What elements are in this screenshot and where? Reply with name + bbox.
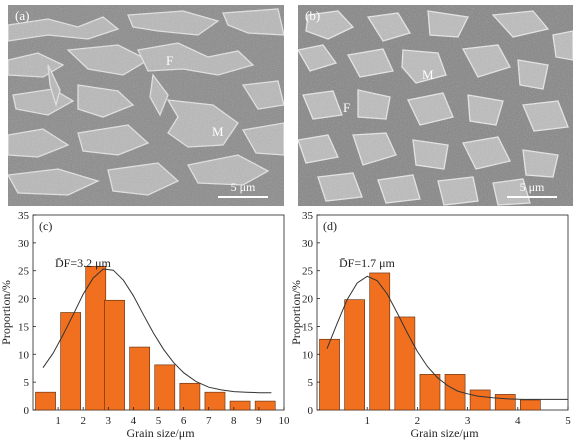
y-tick-label: 15 (302, 321, 314, 333)
histogram-bar (85, 265, 107, 411)
micrograph-b: (b) M F 5 μm (298, 5, 573, 206)
scale-bar-b: 5 μm (507, 180, 557, 198)
scale-bar-b-label: 5 μm (519, 180, 545, 194)
x-tick-label: 10 (279, 415, 291, 427)
histogram-bar (469, 389, 491, 411)
x-tick-label: 8 (231, 415, 237, 427)
histogram-d: 0 5 10 15 20 25 30 35 1 2 3 4 5 Grain size/μm Proporti… (289, 208, 581, 444)
scale-bar-b-line (507, 196, 557, 198)
histogram-bar (394, 316, 416, 411)
normal-fit-curve (326, 275, 568, 400)
micrograph-a: (a) F M 5 μm (8, 5, 284, 206)
panel-label: (c) (39, 219, 52, 233)
x-tick-label: 1 (364, 415, 370, 427)
x-axis-label: Grain size/μm (126, 426, 195, 440)
histogram-bar (179, 382, 201, 411)
y-tick-label: 5 (308, 377, 314, 389)
panel-label: (d) (323, 219, 337, 233)
x-tick-label: 4 (515, 415, 521, 427)
y-tick-label: 20 (302, 294, 314, 306)
y-tick-label: 10 (18, 349, 30, 361)
x-tick-label: 5 (565, 415, 571, 427)
histogram-bar (319, 338, 340, 411)
histogram-c: 0 5 10 15 20 25 30 35 1 2 3 4 5 6 7 8 9 10 Grain size/μm Pr… (0, 208, 290, 444)
y-axis-label: Proportion/% (0, 280, 13, 345)
y-tick-label: 20 (18, 294, 30, 306)
x-tick-label: 4 (131, 415, 137, 427)
histogram-bar (520, 399, 541, 411)
phase-label-martensite: M (212, 124, 224, 139)
histogram-bar (254, 400, 276, 411)
micrograph-a-label: (a) (15, 8, 30, 23)
y-tick-label: 0 (24, 405, 30, 417)
x-tick-label: 2 (80, 415, 86, 427)
scale-bar-a-label: 5 μm (230, 180, 256, 194)
histogram-bar (104, 299, 125, 411)
histogram-bar (204, 391, 226, 411)
phase-label-ferrite: F (166, 53, 174, 68)
y-tick-label: 0 (308, 405, 314, 417)
normal-fit-curve (42, 268, 272, 394)
y-tick-label: 35 (302, 210, 314, 222)
x-tick-label: 9 (256, 415, 262, 427)
x-tick-label: 3 (106, 415, 112, 427)
phase-label-martensite: M (422, 67, 434, 82)
y-axis-label: Proportion/% (289, 280, 303, 345)
y-tick-label: 15 (18, 321, 30, 333)
micrograph-a-texture (8, 5, 284, 206)
histogram-c-svg: 0 5 10 15 20 25 30 35 1 2 3 4 5 6 7 8 9 10 Grain size/μm Pr… (0, 210, 291, 440)
histogram-bar (35, 391, 56, 411)
plot-frame (316, 214, 569, 411)
histogram-bar (129, 346, 151, 411)
mean-size-annotation: D̄F=3.2 μm (55, 256, 112, 270)
y-tick-label: 35 (18, 210, 30, 222)
mean-size-annotation: D̄F=1.7 μm (339, 256, 396, 270)
histogram-bar (494, 394, 516, 411)
x-tick-label: 6 (181, 415, 187, 427)
histogram-bar (444, 374, 466, 411)
micrograph-b-texture (298, 5, 573, 206)
y-tick-label: 5 (24, 377, 30, 389)
histogram-d-svg: 0 5 10 15 20 25 30 35 1 2 3 4 5 Grain size/μm Proporti… (289, 210, 571, 440)
y-tick-label: 10 (302, 349, 314, 361)
histogram-bar (60, 312, 81, 411)
y-tick-label: 30 (18, 238, 30, 250)
x-axis-label: Grain size/μm (410, 426, 479, 440)
phase-label-ferrite: F (343, 100, 351, 115)
y-tick-label: 25 (18, 266, 30, 278)
histogram-bar (154, 364, 176, 411)
x-tick-label: 7 (206, 415, 212, 427)
x-tick-label: 2 (415, 415, 421, 427)
histogram-bar (229, 400, 251, 411)
x-tick-label: 1 (55, 415, 61, 427)
micrograph-b-label: (b) (305, 8, 321, 23)
histogram-bar (369, 272, 391, 411)
x-tick-label: 5 (156, 415, 162, 427)
histogram-bar (344, 299, 365, 411)
y-tick-label: 30 (302, 238, 314, 250)
scale-bar-a-line (218, 196, 268, 198)
scale-bar-a: 5 μm (218, 180, 268, 198)
histogram-bar (419, 374, 441, 411)
x-tick-label: 3 (465, 415, 471, 427)
y-tick-label: 25 (302, 266, 314, 278)
